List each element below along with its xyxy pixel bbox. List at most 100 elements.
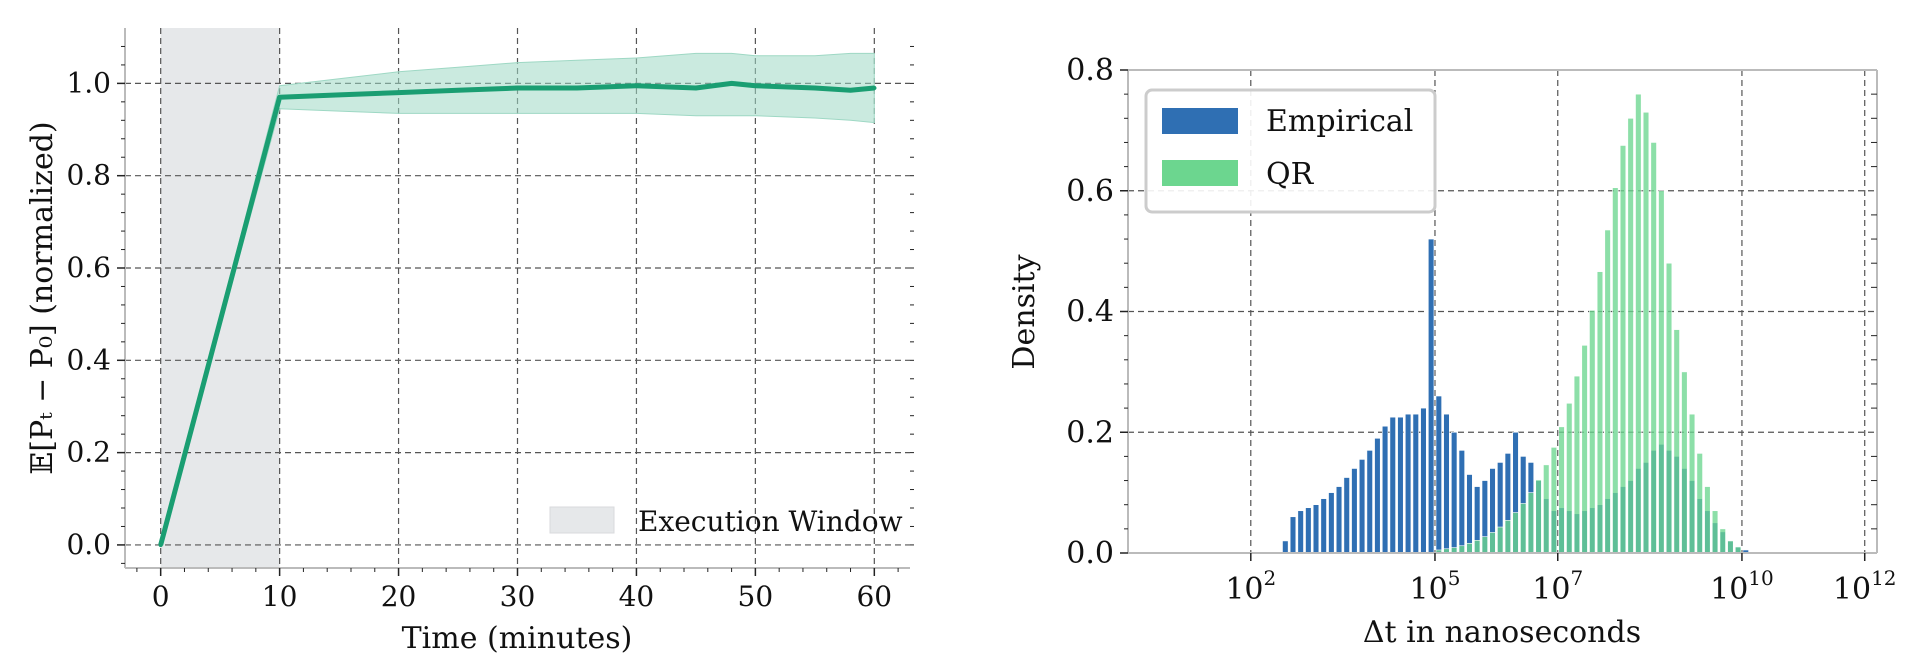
qr-bar	[1604, 229, 1611, 553]
legend-swatch-execution-window	[549, 506, 615, 534]
qr-bar	[1673, 329, 1680, 553]
chart1-y-tick-labels: 0.0 0.2 0.4 0.6 0.8 1.0	[66, 66, 111, 561]
qr-bar	[1635, 93, 1642, 553]
empirical-bar	[1297, 510, 1304, 553]
empirical-bar	[1289, 516, 1297, 553]
x-tick-label: 30	[500, 580, 536, 613]
empirical-bar	[1397, 416, 1404, 553]
empirical-bar	[1389, 416, 1396, 553]
empirical-bar	[1489, 468, 1496, 553]
legend-label-qr: QR	[1266, 157, 1315, 192]
qr-bar	[1451, 547, 1458, 553]
empirical-bar	[1381, 425, 1389, 553]
mean-point	[693, 85, 699, 91]
x-tick-label: 20	[381, 580, 417, 613]
y-tick-label: 0.6	[66, 251, 111, 284]
y-tick-label: 0.8	[66, 159, 111, 192]
chart1-x-axis-label: Time (minutes)	[402, 621, 633, 656]
qr-bar	[1711, 510, 1719, 553]
qr-bar	[1665, 262, 1673, 553]
empirical-bar	[1504, 453, 1512, 553]
empirical-bar	[1328, 492, 1335, 553]
qr-bar	[1466, 543, 1473, 553]
empirical-bar	[1404, 413, 1412, 553]
mean-point	[812, 85, 818, 91]
qr-bar	[1512, 512, 1519, 553]
qr-bar	[1596, 271, 1604, 553]
qr-bar	[1681, 371, 1688, 553]
empirical-bar	[1497, 462, 1504, 553]
mean-point	[515, 85, 520, 91]
x-tick-label: 105	[1410, 566, 1461, 607]
legend-swatch-empirical	[1162, 108, 1238, 134]
y-tick-label: 0.8	[1066, 53, 1114, 88]
y-tick-label: 1.0	[66, 66, 111, 99]
empirical-bar	[1343, 477, 1350, 553]
empirical-bar	[1474, 486, 1481, 553]
qr-bar	[1589, 309, 1596, 553]
chart1-gridlines	[125, 28, 910, 568]
x-tick-label: 107	[1532, 566, 1583, 607]
x-tick-label: 40	[619, 580, 655, 613]
qr-bar	[1642, 111, 1650, 553]
y-tick-label: 0.4	[1066, 295, 1114, 330]
mean-point	[277, 95, 282, 100]
chart2-y-axis-label: Density	[1007, 254, 1042, 369]
qr-bar	[1443, 548, 1450, 553]
qr-bar	[1573, 375, 1581, 553]
qr-bar	[1688, 413, 1696, 553]
qr-bar	[1497, 526, 1504, 553]
mean-point	[729, 81, 734, 86]
chart2-y-tick-labels: 0.0 0.2 0.4 0.6 0.8	[1066, 53, 1114, 571]
empirical-bar	[1320, 498, 1327, 553]
empirical-bar	[1351, 468, 1358, 553]
mean-point	[455, 88, 461, 93]
y-tick-label: 0.4	[66, 343, 111, 376]
x-tick-label: 50	[738, 580, 774, 613]
empirical-bar	[1435, 395, 1442, 553]
x-tick-label: 10	[262, 580, 298, 613]
empirical-bar	[1374, 437, 1381, 553]
qr-bar	[1696, 453, 1703, 553]
empirical-bar	[1366, 450, 1373, 553]
chart1-x-tick-labels: 0 10 20 30 40 50 60	[152, 580, 892, 613]
qr-bar	[1627, 118, 1634, 553]
mean-price-impact-line	[158, 80, 875, 546]
qr-bar	[1474, 540, 1481, 553]
x-tick-label: 1010	[1710, 566, 1774, 607]
empirical-bar	[1427, 238, 1435, 553]
qr-bar	[1704, 486, 1711, 553]
empirical-bar	[1443, 413, 1450, 553]
qr-bar	[1658, 190, 1665, 553]
chart2-axes	[1120, 69, 1878, 561]
x-tick-label: 1012	[1833, 566, 1897, 607]
empirical-bar	[1420, 407, 1427, 553]
y-tick-label: 0.2	[1066, 415, 1114, 450]
x-tick-label: 102	[1225, 566, 1276, 607]
qr-bar	[1734, 546, 1742, 553]
qr-bar	[1727, 540, 1734, 553]
qr-bar	[1558, 426, 1565, 553]
qr-bar	[1612, 187, 1619, 553]
chart1-y-axis-label: 𝔼[Pₜ − P₀] (normalized)	[25, 121, 60, 474]
qr-bar	[1535, 479, 1542, 553]
legend-label-execution-window: Execution Window	[638, 505, 903, 538]
qr-bar	[1504, 520, 1512, 553]
qr-bar	[1520, 503, 1527, 553]
qr-bar	[1550, 447, 1558, 553]
empirical-bar	[1466, 474, 1473, 553]
chart1-legend: Execution Window	[549, 505, 903, 538]
chart-interarrival-density: 102 105 107 1010 1012 0.0 0.2 0.4 0.6 0.8 Δt in …	[1007, 53, 1897, 650]
empirical-bar	[1412, 413, 1419, 553]
y-tick-label: 0.2	[66, 436, 111, 469]
mean-point	[396, 90, 401, 95]
mean-point	[753, 83, 758, 88]
empirical-bar	[1512, 431, 1519, 553]
histogram-bars	[1282, 93, 1749, 553]
x-tick-label: 60	[856, 580, 892, 613]
qr-bar	[1543, 464, 1550, 553]
chart1-axes	[117, 28, 914, 576]
qr-bar	[1719, 528, 1726, 553]
legend-label-empirical: Empirical	[1266, 104, 1413, 139]
